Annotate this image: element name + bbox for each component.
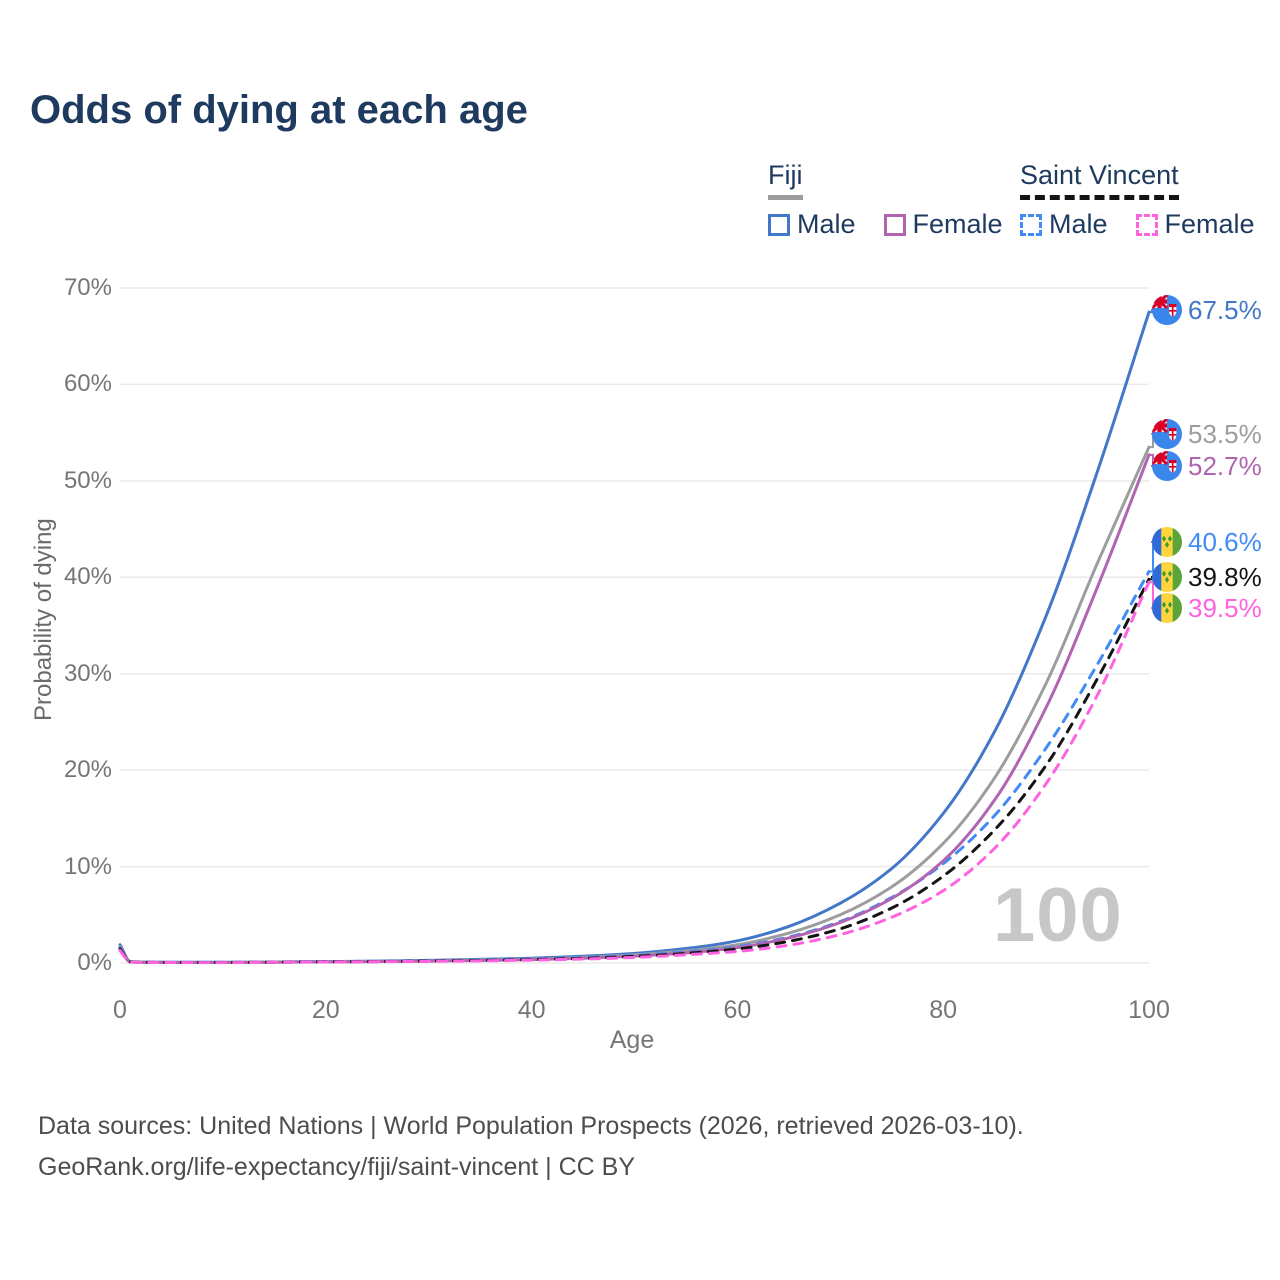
end-label-value: 67.5%: [1188, 294, 1262, 325]
end-label-value: 52.7%: [1188, 450, 1262, 481]
end-label-saint-vincent-male: 40.6%: [1152, 526, 1262, 558]
end-label-value: 40.6%: [1188, 526, 1262, 557]
saint-vincent-flag-icon: [1152, 527, 1182, 557]
end-label-fiji-male: 67.5%: [1152, 294, 1262, 326]
end-label-fiji: 53.5%: [1152, 418, 1262, 450]
x-tick-label: 0: [113, 996, 127, 1024]
series-line-saint-vincent-female[interactable]: [118, 580, 1151, 965]
page-title: Odds of dying at each age: [30, 88, 528, 132]
end-label-saint-vincent: 39.8%: [1152, 561, 1262, 593]
x-tick-label: 100: [1128, 996, 1170, 1024]
series-line-fiji-male[interactable]: [118, 310, 1151, 964]
end-label-value: 39.8%: [1188, 561, 1262, 592]
y-tick-label: 60%: [63, 370, 112, 398]
end-label-value: 53.5%: [1188, 418, 1262, 449]
attribution-text: GeoRank.org/life-expectancy/fiji/saint-v…: [38, 1153, 636, 1181]
end-label-saint-vincent-female: 39.5%: [1152, 592, 1262, 624]
y-tick-label: 20%: [63, 756, 112, 784]
end-label-fiji-female: 52.7%: [1152, 450, 1262, 482]
y-tick-label: 0%: [77, 949, 112, 976]
x-tick-label: 60: [723, 996, 752, 1024]
y-axis-title: Probability of dying: [30, 518, 57, 722]
saint-vincent-female-swatch-icon: [1135, 213, 1158, 236]
legend-title-saint-vincent: Saint Vincent: [1020, 160, 1179, 200]
legend-item-fiji-male: Male: [768, 209, 856, 240]
legend-group-fiji: Fiji Male Female: [768, 160, 1003, 240]
legend-title-fiji: Fiji: [768, 160, 803, 200]
legend-item-saint-vincent-male: Male: [1020, 209, 1108, 240]
end-label-value: 39.5%: [1188, 592, 1262, 623]
x-axis-title: Age: [609, 1026, 655, 1054]
fiji-flag-icon: [1152, 451, 1182, 481]
y-tick-label: 40%: [63, 563, 112, 591]
fiji-female-swatch-icon: [883, 213, 906, 236]
x-tick-label: 40: [517, 996, 546, 1024]
saint-vincent-flag-icon: [1152, 562, 1182, 592]
y-tick-label: 50%: [63, 466, 112, 494]
y-tick-label: 30%: [63, 659, 112, 687]
fiji-flag-icon: [1152, 419, 1182, 449]
y-tick-label: 70%: [63, 274, 112, 301]
legend-label: Male: [1049, 209, 1108, 239]
legend-item-saint-vincent-female: Female: [1135, 209, 1255, 240]
legend-group-saint-vincent: Saint Vincent Male Female: [1020, 160, 1255, 240]
x-tick-label: 20: [311, 996, 340, 1024]
footer: Data sources: United Nations | World Pop…: [38, 1106, 1024, 1188]
saint-vincent-flag-icon: [1152, 593, 1182, 623]
legend-label: Female: [1164, 209, 1255, 239]
saint-vincent-male-swatch-icon: [1020, 213, 1042, 236]
legend-item-fiji-female: Female: [883, 209, 1003, 240]
data-sources-text: Data sources: United Nations | World Pop…: [38, 1112, 1024, 1140]
fiji-male-swatch-icon: [768, 213, 790, 236]
legend-label: Male: [797, 209, 856, 239]
fiji-flag-icon: [1152, 295, 1182, 325]
y-tick-label: 10%: [63, 852, 112, 880]
x-tick-label: 80: [929, 996, 958, 1024]
age-watermark: 100: [993, 873, 1123, 958]
legend-label: Female: [912, 209, 1003, 239]
